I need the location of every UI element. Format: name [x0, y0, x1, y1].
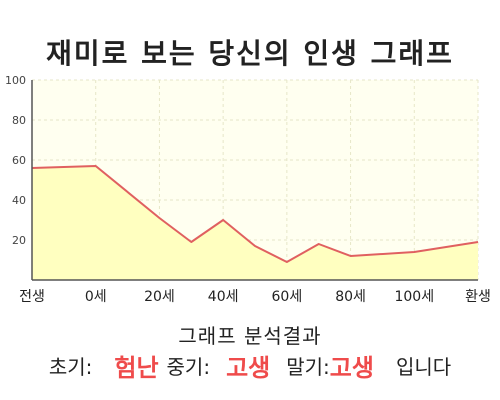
y-tick-label: 40 [12, 194, 26, 207]
page-title: 재미로 보는 당신의 인생 그래프 [46, 37, 454, 70]
x-tick-label: 환생 [465, 289, 491, 305]
x-tick-label: 전생 [19, 289, 45, 305]
x-tick-label: 60세 [272, 289, 303, 305]
y-tick-label: 80 [12, 114, 26, 127]
x-tick-label: 20세 [144, 289, 175, 305]
early-value: 험난 [114, 353, 159, 382]
x-tick-label: 40세 [208, 289, 239, 305]
early-label: 초기: [48, 354, 93, 379]
middle-label: 중기: [166, 354, 211, 379]
result-line: 초기: 험난 중기: 고생 말기: 고생 입니다 [0, 345, 500, 385]
y-tick-label: 100 [5, 74, 26, 87]
series-area [32, 166, 478, 280]
suffix-text: 입니다 [395, 354, 452, 379]
late-value: 고생 [329, 353, 374, 382]
x-tick-label: 0세 [85, 289, 107, 305]
y-tick-label: 60 [12, 154, 26, 167]
y-tick-label: 20 [12, 234, 26, 247]
life-graph-chart: 20 40 60 80 100 전생 0세 20세 40세 60세 80세 100세 환생 [5, 74, 491, 305]
result-header: 그래프 분석결과 [178, 324, 322, 348]
x-tick-label: 80세 [335, 289, 366, 305]
x-tick-label: 100세 [394, 289, 434, 305]
middle-value: 고생 [226, 353, 271, 382]
late-label: 말기: [286, 354, 330, 379]
series-line [31, 165, 479, 263]
plot-area: 20 40 60 80 100 전생 0세 20세 40세 60세 80세 100세 환생 [5, 74, 491, 305]
